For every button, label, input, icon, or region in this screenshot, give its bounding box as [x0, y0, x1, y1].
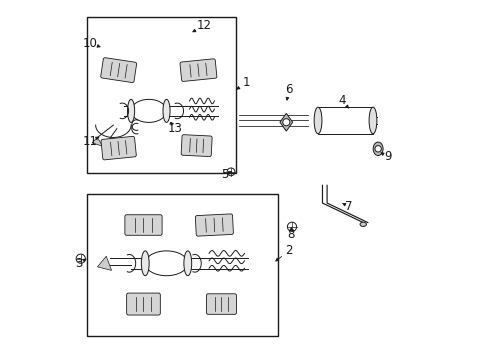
Text: 7: 7 [345, 200, 352, 213]
Text: 8: 8 [287, 229, 294, 242]
FancyBboxPatch shape [180, 59, 216, 81]
FancyBboxPatch shape [124, 215, 162, 235]
Text: 9: 9 [384, 150, 391, 163]
Ellipse shape [163, 99, 170, 122]
Polygon shape [279, 113, 292, 131]
Text: 3: 3 [75, 257, 82, 270]
FancyBboxPatch shape [101, 136, 136, 160]
FancyBboxPatch shape [126, 293, 160, 315]
Text: 13: 13 [167, 122, 183, 135]
Ellipse shape [183, 251, 191, 276]
Circle shape [76, 254, 85, 263]
Ellipse shape [145, 251, 187, 276]
Ellipse shape [127, 99, 134, 122]
Circle shape [226, 168, 234, 176]
Polygon shape [97, 256, 111, 270]
Text: 10: 10 [82, 37, 98, 50]
Bar [317, 107, 372, 134]
Text: 12: 12 [196, 19, 211, 32]
Text: 6: 6 [285, 83, 292, 96]
Ellipse shape [313, 107, 321, 134]
FancyBboxPatch shape [181, 135, 212, 157]
Text: 2: 2 [285, 244, 292, 257]
Circle shape [282, 119, 289, 126]
Text: 5: 5 [221, 168, 228, 181]
FancyBboxPatch shape [195, 214, 233, 236]
FancyBboxPatch shape [101, 58, 136, 82]
Ellipse shape [131, 99, 166, 122]
Circle shape [374, 145, 381, 152]
Ellipse shape [372, 142, 382, 156]
FancyBboxPatch shape [206, 294, 236, 314]
Bar [86, 17, 235, 173]
Circle shape [287, 222, 296, 231]
Ellipse shape [141, 251, 149, 276]
Text: 11: 11 [82, 135, 98, 148]
Ellipse shape [368, 107, 376, 134]
Text: 1: 1 [242, 76, 249, 89]
Ellipse shape [359, 222, 366, 226]
Bar [86, 194, 278, 336]
Text: 4: 4 [338, 94, 345, 107]
Polygon shape [92, 138, 102, 146]
